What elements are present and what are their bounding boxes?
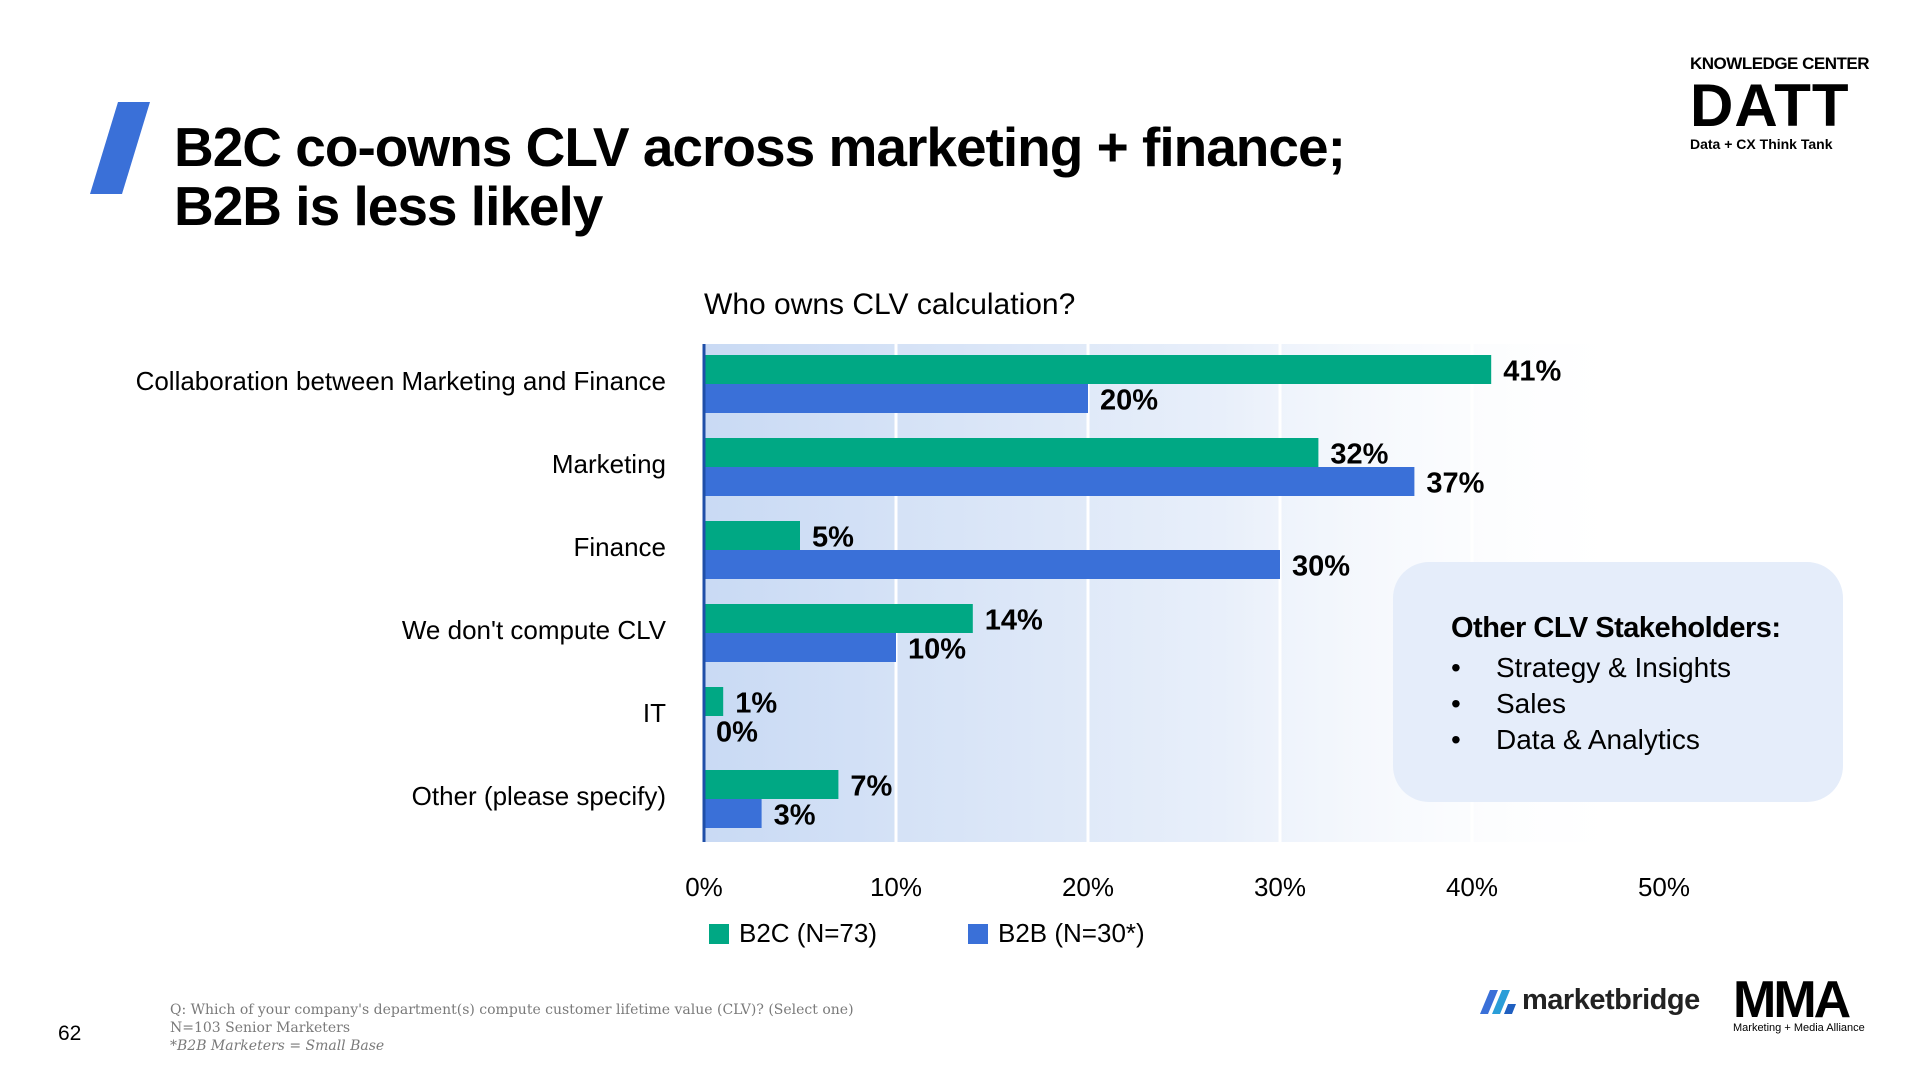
bar-b2b xyxy=(704,384,1088,413)
bar-b2b xyxy=(704,467,1415,496)
data-label: 5% xyxy=(812,522,854,554)
footnote-question: Q: Which of your company's department(s)… xyxy=(170,1002,854,1018)
bar-b2b xyxy=(704,633,896,662)
data-label: 0% xyxy=(716,717,758,749)
bullet: • xyxy=(1451,652,1461,683)
data-label: 1% xyxy=(735,688,777,720)
data-label: 41% xyxy=(1503,356,1561,388)
callout-item: • Data & Analytics xyxy=(1451,722,1731,758)
x-tick-label: 30% xyxy=(1254,872,1306,902)
datt-logo-wordmark: DATT xyxy=(1690,72,1850,139)
footnote-note: *B2B Marketers = Small Base xyxy=(170,1038,385,1054)
bar-b2c xyxy=(704,438,1319,467)
category-label: Finance xyxy=(573,532,667,562)
bar-b2c xyxy=(704,770,839,799)
data-label: 7% xyxy=(850,771,892,803)
marketbridge-mark-icon xyxy=(1480,989,1516,1014)
data-label: 10% xyxy=(908,634,966,666)
chart-title: Who owns CLV calculation? xyxy=(704,288,1076,321)
mma-tagline: Marketing + Media Alliance xyxy=(1733,1022,1865,1034)
bar-b2c xyxy=(704,355,1492,384)
callout-heading: Other CLV Stakeholders: xyxy=(1451,612,1781,644)
data-label: 37% xyxy=(1426,468,1484,500)
callout-item-label: Sales xyxy=(1496,688,1567,719)
page-title: B2C co-owns CLV across marketing + finan… xyxy=(174,118,1474,236)
legend-item-b2c: B2C (N=73) xyxy=(709,918,877,949)
marketbridge-logo: marketbridge xyxy=(1478,984,1700,1017)
category-label: We don't compute CLV xyxy=(401,615,666,645)
legend-label-b2b: B2B (N=30*) xyxy=(998,918,1145,948)
data-label: 14% xyxy=(985,605,1043,637)
page-title-line2: B2B is less likely xyxy=(174,175,603,237)
x-tick-label: 10% xyxy=(870,872,922,902)
bar-b2c xyxy=(704,521,800,550)
category-label: IT xyxy=(642,698,666,728)
data-label: 20% xyxy=(1100,385,1158,417)
title-slash-accent xyxy=(90,102,150,194)
footnote: Q: Which of your company's department(s)… xyxy=(170,1001,854,1055)
callout-item-label: Strategy & Insights xyxy=(1496,652,1732,683)
mma-logo: MMA Marketing + Media Alliance xyxy=(1733,971,1873,1034)
datt-logo-header: KNOWLEDGE CENTER xyxy=(1690,54,1870,73)
callout-item-label: Data & Analytics xyxy=(1496,724,1700,755)
legend-swatch-b2b xyxy=(968,923,988,944)
page-title-line1: B2C co-owns CLV across marketing + finan… xyxy=(174,116,1346,178)
bar-b2c xyxy=(704,687,724,716)
page-number: 62 xyxy=(58,1022,82,1045)
x-tick-label: 50% xyxy=(1638,872,1690,902)
category-label: Collaboration between Marketing and Fina… xyxy=(135,366,666,396)
stakeholders-callout: Other CLV Stakeholders: • Strategy & Insi… xyxy=(1393,562,1843,802)
legend-item-b2b: B2B (N=30*) xyxy=(968,918,1145,949)
callout-item: • Sales xyxy=(1451,686,1731,722)
mma-wordmark: MMA xyxy=(1733,971,1851,1029)
datt-logo-tagline: Data + CX Think Tank xyxy=(1690,136,1833,152)
bar-b2b xyxy=(704,550,1280,579)
callout-item: • Strategy & Insights xyxy=(1451,650,1731,686)
category-label: Other (please specify) xyxy=(411,781,666,811)
legend-swatch-b2c xyxy=(709,923,729,944)
data-label: 3% xyxy=(774,800,816,832)
category-label: Marketing xyxy=(551,449,666,479)
bullet: • xyxy=(1451,724,1461,755)
data-label: 32% xyxy=(1330,439,1388,471)
x-tick-label: 0% xyxy=(685,872,723,902)
datt-logo: KNOWLEDGE CENTER DATT Data + CX Think Ta… xyxy=(1690,54,1880,152)
bullet: • xyxy=(1451,688,1461,719)
data-label: 30% xyxy=(1292,551,1350,583)
x-tick-label: 20% xyxy=(1062,872,1114,902)
callout-list: • Strategy & Insights • Sales • Data & Anal… xyxy=(1451,650,1731,758)
bar-b2b xyxy=(704,799,762,828)
x-tick-label: 40% xyxy=(1446,872,1498,902)
marketbridge-wordmark: marketbridge xyxy=(1522,984,1700,1016)
footnote-sample: N=103 Senior Marketers xyxy=(170,1020,351,1036)
legend-label-b2c: B2C (N=73) xyxy=(739,918,877,948)
bar-b2c xyxy=(704,604,973,633)
